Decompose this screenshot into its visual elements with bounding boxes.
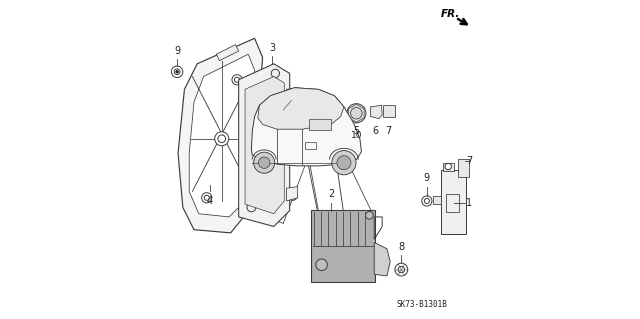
Circle shape (202, 193, 212, 203)
Circle shape (337, 156, 351, 170)
Text: 6: 6 (372, 126, 378, 136)
Polygon shape (433, 196, 441, 204)
Text: 7: 7 (385, 126, 392, 136)
FancyBboxPatch shape (440, 170, 466, 234)
Circle shape (365, 211, 373, 219)
Circle shape (347, 104, 366, 123)
Circle shape (287, 94, 289, 97)
Text: 4: 4 (207, 196, 213, 206)
Circle shape (289, 192, 297, 200)
FancyBboxPatch shape (458, 159, 468, 177)
Circle shape (398, 266, 404, 273)
Polygon shape (252, 88, 362, 166)
Text: 9: 9 (174, 46, 180, 56)
Circle shape (232, 75, 242, 85)
Circle shape (218, 135, 225, 143)
Text: 7: 7 (466, 156, 472, 166)
Circle shape (256, 134, 272, 150)
Text: FR.: FR. (440, 9, 460, 19)
Circle shape (253, 152, 275, 173)
Circle shape (284, 92, 292, 100)
Circle shape (445, 163, 451, 170)
Polygon shape (287, 88, 298, 102)
Text: 5: 5 (353, 126, 360, 136)
Circle shape (372, 110, 378, 116)
FancyBboxPatch shape (383, 105, 395, 117)
Text: 3: 3 (269, 43, 275, 53)
Circle shape (422, 196, 432, 206)
Circle shape (424, 198, 429, 204)
Circle shape (247, 203, 256, 212)
Circle shape (176, 70, 179, 73)
Polygon shape (258, 88, 344, 129)
Circle shape (332, 151, 356, 175)
Circle shape (204, 195, 209, 200)
Polygon shape (443, 163, 454, 171)
Circle shape (215, 132, 228, 146)
Circle shape (172, 66, 183, 78)
Text: 1: 1 (466, 197, 472, 208)
Polygon shape (216, 45, 239, 61)
Polygon shape (371, 105, 382, 119)
Polygon shape (178, 38, 262, 233)
Text: 9: 9 (424, 174, 430, 183)
Circle shape (174, 69, 180, 75)
Polygon shape (189, 54, 255, 217)
Circle shape (289, 93, 297, 101)
Circle shape (351, 108, 362, 119)
Polygon shape (287, 187, 298, 201)
Circle shape (234, 77, 239, 82)
Circle shape (271, 69, 280, 78)
Text: SK73-B1301B: SK73-B1301B (397, 300, 447, 309)
FancyBboxPatch shape (311, 210, 375, 282)
Circle shape (259, 157, 270, 168)
Text: 2: 2 (328, 189, 334, 199)
Circle shape (395, 263, 408, 276)
Polygon shape (239, 64, 290, 226)
FancyBboxPatch shape (308, 119, 331, 130)
Circle shape (316, 259, 327, 271)
Text: 8: 8 (398, 242, 404, 252)
Text: 10: 10 (351, 131, 362, 140)
Polygon shape (374, 242, 390, 276)
Polygon shape (245, 77, 284, 214)
